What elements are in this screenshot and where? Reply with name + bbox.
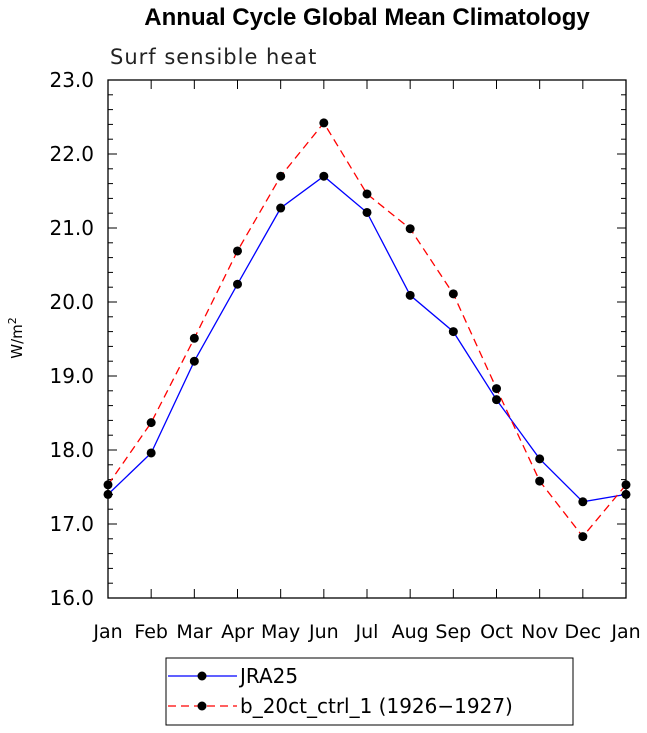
x-tick-label: Jul [355, 621, 379, 643]
series-line-jra25 [107, 175, 627, 503]
legend: JRA25 b_20ct_ctrl_1 (1926−1927) [165, 657, 574, 726]
x-tick-label: Dec [564, 621, 601, 643]
y-tick-labels: 16.0 17.0 18.0 19.0 20.0 21.0 22.0 23.0 [49, 68, 94, 610]
data-point-jra25 [621, 489, 631, 499]
x-tick-label: May [261, 621, 300, 643]
chart-title: Annual Cycle Global Mean Climatology [144, 4, 590, 31]
y-tick-label: 18.0 [49, 438, 94, 462]
x-tick-label: Mar [176, 621, 212, 643]
data-point-jra25 [276, 203, 286, 213]
data-point-jra25 [146, 448, 156, 458]
plot-frame [107, 79, 627, 599]
y-tick-label: 19.0 [49, 364, 94, 388]
data-point-b-20ct-ctrl-1 [578, 532, 588, 542]
data-point-b-20ct-ctrl-1 [448, 289, 458, 299]
data-point-b-20ct-ctrl-1 [362, 189, 372, 199]
x-tick-label: Aug [392, 621, 429, 643]
y-tick-label: 16.0 [49, 586, 94, 610]
y-tick-label: 23.0 [49, 68, 94, 92]
legend-box [165, 657, 574, 726]
data-point-b-20ct-ctrl-1 [319, 118, 329, 128]
series-line-b-20ct-ctrl-1 [107, 121, 627, 538]
data-point-jra25 [189, 356, 199, 366]
y-tick-label: 22.0 [49, 142, 94, 166]
y-tick-label: 20.0 [49, 290, 94, 314]
data-point-b-20ct-ctrl-1 [146, 418, 156, 428]
axis-ticks [107, 79, 627, 599]
legend-label-b-20ct-ctrl-1: b_20ct_ctrl_1 (1926−1927) [240, 694, 513, 718]
legend-marker-b-20ct-ctrl-1 [197, 701, 207, 711]
y-axis-label-text: W/m [8, 324, 26, 359]
series-layer [103, 118, 631, 542]
data-point-b-20ct-ctrl-1 [535, 476, 545, 486]
x-tick-label: Oct [480, 621, 513, 643]
data-point-jra25 [103, 489, 113, 499]
y-axis-label-superscript: 2 [6, 317, 19, 324]
y-tick-label: 21.0 [49, 216, 94, 240]
x-tick-label: Nov [521, 621, 558, 643]
x-tick-label: Feb [134, 621, 168, 643]
data-point-b-20ct-ctrl-1 [103, 480, 113, 490]
x-tick-label: Jan [92, 621, 122, 643]
y-axis-label: W/m2 [6, 317, 26, 359]
data-point-b-20ct-ctrl-1 [189, 333, 199, 343]
svg-text:W/m2: W/m2 [6, 317, 26, 359]
data-point-b-20ct-ctrl-1 [405, 224, 415, 234]
y-tick-label: 17.0 [49, 512, 94, 536]
x-tick-label: Apr [221, 621, 254, 643]
data-point-b-20ct-ctrl-1 [233, 246, 242, 256]
data-point-jra25 [319, 171, 329, 181]
data-point-jra25 [448, 327, 458, 337]
data-point-jra25 [535, 454, 545, 464]
legend-marker-jra25 [197, 671, 207, 681]
x-tick-label: Jan [610, 621, 640, 643]
chart-subtitle: Surf sensible heat [110, 45, 317, 69]
data-point-b-20ct-ctrl-1 [276, 171, 286, 181]
x-tick-label: Sep [435, 621, 471, 643]
data-point-jra25 [362, 207, 372, 217]
data-point-jra25 [233, 279, 242, 289]
legend-label-jra25: JRA25 [238, 664, 298, 688]
data-point-jra25 [578, 497, 588, 507]
data-point-b-20ct-ctrl-1 [621, 480, 631, 490]
data-point-jra25 [405, 290, 415, 300]
data-point-b-20ct-ctrl-1 [492, 384, 501, 394]
x-tick-labels: Jan Feb Mar Apr May Jun Jul Aug Sep Oct Nov Dec Jan [92, 621, 640, 643]
data-point-jra25 [492, 395, 501, 405]
x-tick-label: Jun [308, 621, 339, 643]
